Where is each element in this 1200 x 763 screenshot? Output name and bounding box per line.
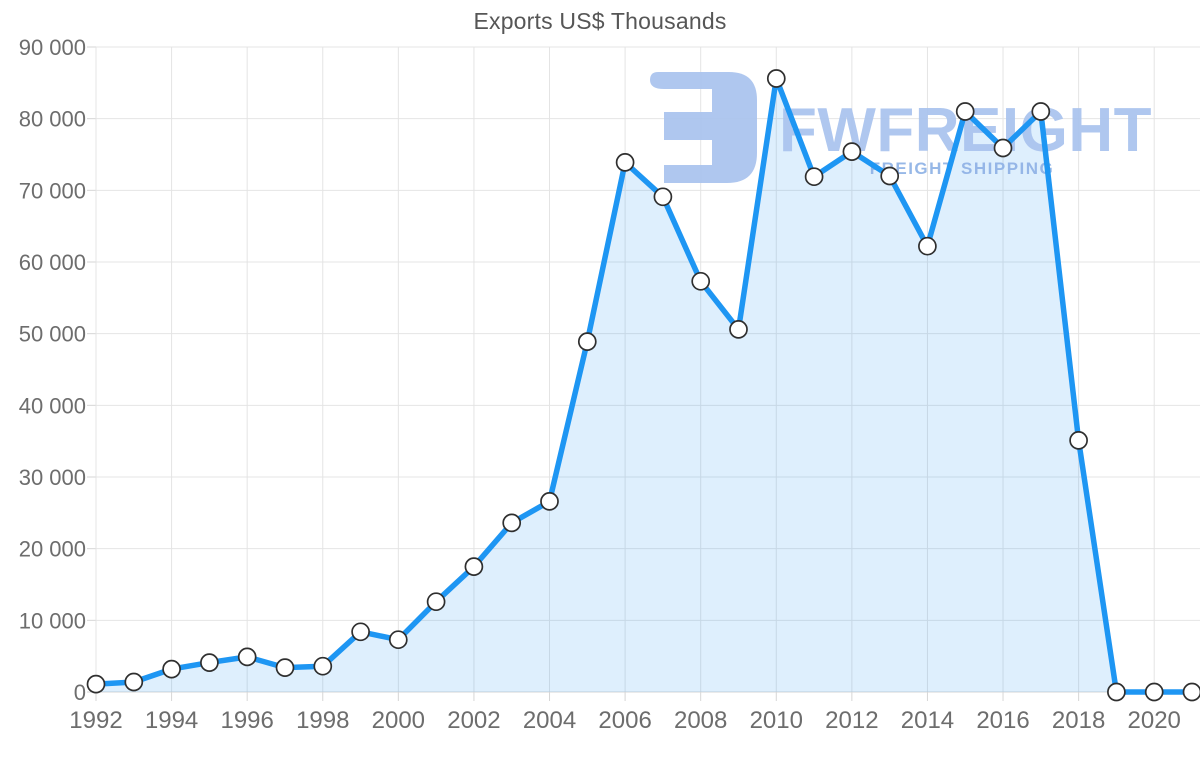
- x-tick-label: 1998: [296, 707, 349, 734]
- y-tick-label: 90 000: [19, 35, 86, 60]
- data-point[interactable]: [1069, 431, 1088, 450]
- y-tick-label: 20 000: [19, 537, 86, 562]
- x-tick-label: 2006: [598, 707, 651, 734]
- data-point[interactable]: [993, 138, 1013, 158]
- data-point[interactable]: [615, 153, 635, 172]
- x-tick-label: 2010: [750, 707, 803, 734]
- x-tick-label: 2020: [1128, 707, 1181, 734]
- data-point[interactable]: [200, 653, 219, 672]
- data-point[interactable]: [880, 166, 900, 186]
- data-point[interactable]: [162, 659, 181, 679]
- data-point[interactable]: [691, 271, 711, 291]
- data-point[interactable]: [766, 69, 786, 88]
- data-points: [86, 69, 1200, 702]
- data-point[interactable]: [426, 592, 446, 612]
- x-tick-label: 2014: [901, 707, 954, 734]
- y-tick-label: 0: [74, 680, 86, 705]
- x-tick-label: 1994: [145, 707, 198, 734]
- watermark-tagline: FREIGHT SHIPPING: [870, 159, 1055, 178]
- data-point[interactable]: [237, 647, 257, 667]
- data-point[interactable]: [1107, 682, 1126, 702]
- x-tick-label: 2018: [1052, 707, 1105, 734]
- data-point[interactable]: [388, 630, 408, 650]
- x-tick-label: 1996: [220, 707, 273, 734]
- data-point[interactable]: [918, 236, 937, 256]
- data-point[interactable]: [502, 513, 522, 533]
- data-point[interactable]: [729, 320, 748, 339]
- data-point[interactable]: [1144, 682, 1164, 702]
- data-point[interactable]: [1031, 102, 1051, 121]
- y-tick-label: 70 000: [19, 178, 86, 203]
- x-tick-label: 2000: [372, 707, 425, 734]
- y-tick-label: 40 000: [19, 393, 86, 418]
- data-point[interactable]: [86, 674, 106, 694]
- x-tick-label: 2004: [523, 707, 576, 734]
- x-tick-label: 2002: [447, 707, 500, 734]
- data-point[interactable]: [842, 142, 862, 161]
- data-point[interactable]: [955, 102, 975, 121]
- x-tick-label: 1992: [69, 707, 122, 734]
- data-point[interactable]: [577, 332, 597, 351]
- data-point[interactable]: [1182, 682, 1200, 702]
- y-tick-label: 50 000: [19, 322, 86, 347]
- fwfreight-logo-icon: [650, 72, 757, 183]
- x-tick-label: 2016: [976, 707, 1029, 734]
- gridlines: 0 10 000 20 000 30 000 40 000 50 000 60 000 70 …: [19, 35, 1200, 734]
- data-point[interactable]: [124, 672, 144, 692]
- y-tick-label: 30 000: [19, 465, 86, 490]
- data-point[interactable]: [804, 167, 824, 187]
- y-tick-label: 80 000: [19, 107, 86, 132]
- data-point[interactable]: [540, 492, 559, 511]
- data-point[interactable]: [653, 187, 673, 207]
- y-tick-label: 60 000: [19, 250, 86, 275]
- x-tick-label: 2012: [825, 707, 878, 734]
- data-point[interactable]: [313, 656, 333, 676]
- data-point[interactable]: [351, 622, 370, 642]
- chart-title: Exports US$ Thousands: [473, 8, 727, 34]
- y-tick-label: 10 000: [19, 608, 86, 633]
- x-tick-label: 2008: [674, 707, 727, 734]
- data-point[interactable]: [275, 658, 295, 677]
- data-point[interactable]: [464, 557, 484, 576]
